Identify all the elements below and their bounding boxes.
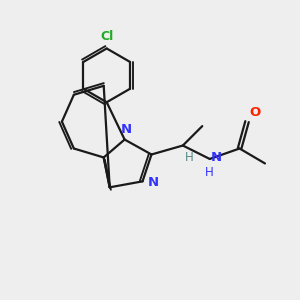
Text: H: H [185, 152, 194, 164]
Text: Cl: Cl [100, 30, 113, 43]
Text: N: N [148, 176, 159, 189]
Text: H: H [205, 167, 214, 179]
Text: N: N [210, 151, 221, 164]
Text: O: O [249, 106, 261, 118]
Text: N: N [120, 123, 131, 136]
